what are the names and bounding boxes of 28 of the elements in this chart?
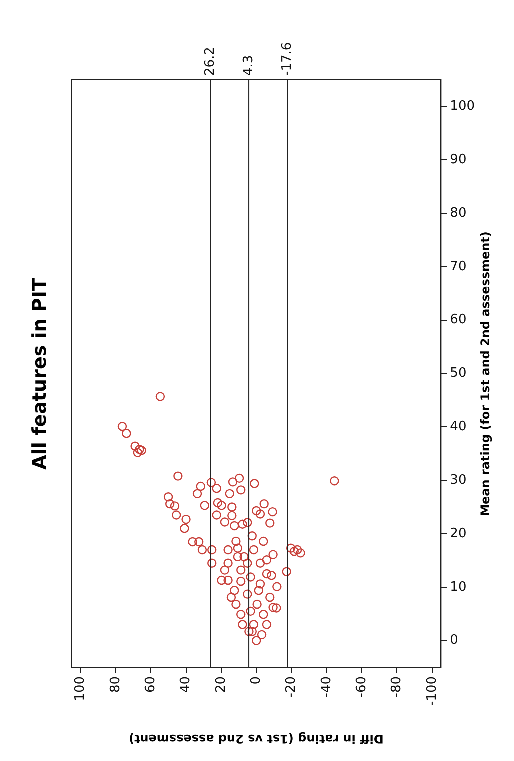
y-tick-label: 100 <box>450 99 476 114</box>
ref-line-label: -17.6 <box>280 42 295 76</box>
y-tick-label: 60 <box>450 312 467 328</box>
y-tick-label: 70 <box>450 259 467 274</box>
x-tick-label: 20 <box>214 676 229 694</box>
y-tick-label: 50 <box>450 366 467 382</box>
y-tick-label: 0 <box>450 633 458 648</box>
x-tick-label: 100 <box>73 676 88 702</box>
x-tick-label: 0 <box>248 676 264 685</box>
y-tick-label: 30 <box>450 472 467 488</box>
x-tick-label: 40 <box>178 676 194 694</box>
y-axis-title: Mean rating (for 1st and 2nd assessment) <box>478 231 492 516</box>
y-tick-label: 40 <box>450 420 467 435</box>
x-axis-title: Diff in rating (1st vs 2nd assessment) <box>129 732 384 746</box>
y-tick-label: 90 <box>450 152 467 168</box>
y-tick-label: 20 <box>450 526 467 542</box>
ref-line-label: 26.2 <box>202 47 218 76</box>
x-tick-label: 60 <box>143 676 158 694</box>
x-tick-label: -100 <box>424 676 440 706</box>
x-tick-label: -60 <box>354 676 370 698</box>
x-tick-label: 80 <box>108 676 124 694</box>
ref-line-label: 4.3 <box>241 55 256 76</box>
x-tick-label: -80 <box>390 676 405 698</box>
text: All features in PIT <box>28 278 51 470</box>
x-tick-label: -40 <box>319 676 334 698</box>
y-tick-label: 80 <box>450 206 467 221</box>
y-tick-label: 10 <box>450 580 467 595</box>
x-tick-label: -20 <box>284 676 300 698</box>
